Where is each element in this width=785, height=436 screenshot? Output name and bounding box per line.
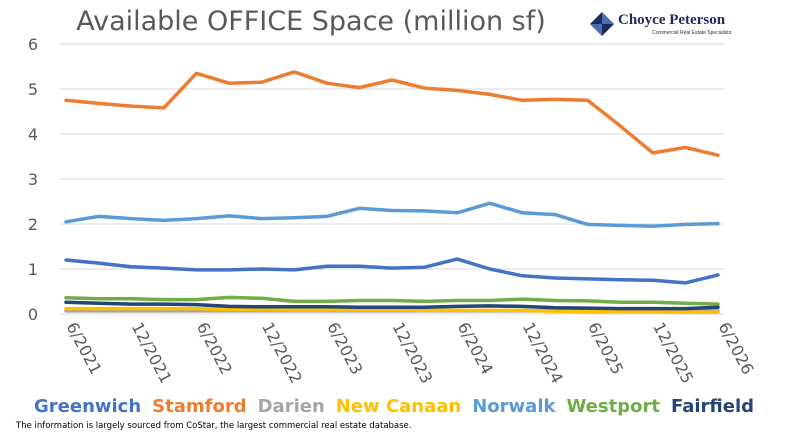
x-tick-label: 12/2023 (388, 319, 436, 387)
x-tick-label: 6/2026 (714, 319, 757, 378)
y-tick-label: 3 (28, 170, 38, 189)
y-tick-label: 4 (28, 125, 38, 144)
y-tick-label: 5 (28, 80, 38, 99)
legend-item-stamford: Stamford (152, 396, 247, 417)
y-tick-label: 0 (28, 305, 38, 324)
legend-item-greenwich: Greenwich (34, 396, 142, 417)
series-line-stamford (64, 70, 720, 157)
x-tick-label: 6/2022 (193, 319, 236, 378)
line-chart: 0 1 2 3 4 5 6 6/2021 12/2021 6/2022 12/2022 6/2023 1… (28, 35, 758, 387)
legend-item-darien: Darien (257, 396, 325, 417)
logo-tagline: Commercial Real Estate Specialists (652, 30, 732, 36)
chart-title: Available OFFICE Space (million sf) (76, 6, 546, 37)
x-tick-label: 6/2021 (62, 319, 105, 378)
x-tick-label: 6/2024 (454, 319, 497, 378)
legend-item-new-canaan: New Canaan (335, 396, 462, 417)
x-tick-label: 6/2025 (584, 319, 627, 378)
logo-name: Choyce Peterson (618, 12, 726, 28)
y-tick-label: 1 (28, 260, 38, 279)
legend-item-norwalk: Norwalk (472, 396, 556, 417)
legend-item-westport: Westport (566, 396, 660, 417)
x-tick-label: 12/2021 (128, 319, 176, 387)
legend-item-fairfield: Fairfield (670, 396, 754, 417)
series-line-norwalk (64, 201, 720, 229)
y-tick-label: 6 (28, 35, 38, 54)
x-tick-label: 6/2023 (323, 319, 366, 378)
y-tick-label: 2 (28, 215, 38, 234)
chart-legend: Greenwich Stamford Darien New Canaan Norwalk… (34, 396, 765, 417)
company-logo: Choyce Peterson Commercial Real Estate S… (590, 12, 780, 42)
footnote: The information is largely sourced from … (16, 421, 412, 431)
x-tick-label: 12/2022 (258, 319, 306, 387)
series-line-new-canaan (64, 306, 720, 314)
x-tick-label: 12/2025 (649, 319, 697, 387)
x-tick-label: 12/2024 (519, 319, 567, 387)
series-line-fairfield (64, 300, 720, 311)
diamond-logo-icon (590, 12, 614, 36)
series-line-westport (64, 295, 720, 306)
series-line-greenwich (64, 257, 720, 285)
